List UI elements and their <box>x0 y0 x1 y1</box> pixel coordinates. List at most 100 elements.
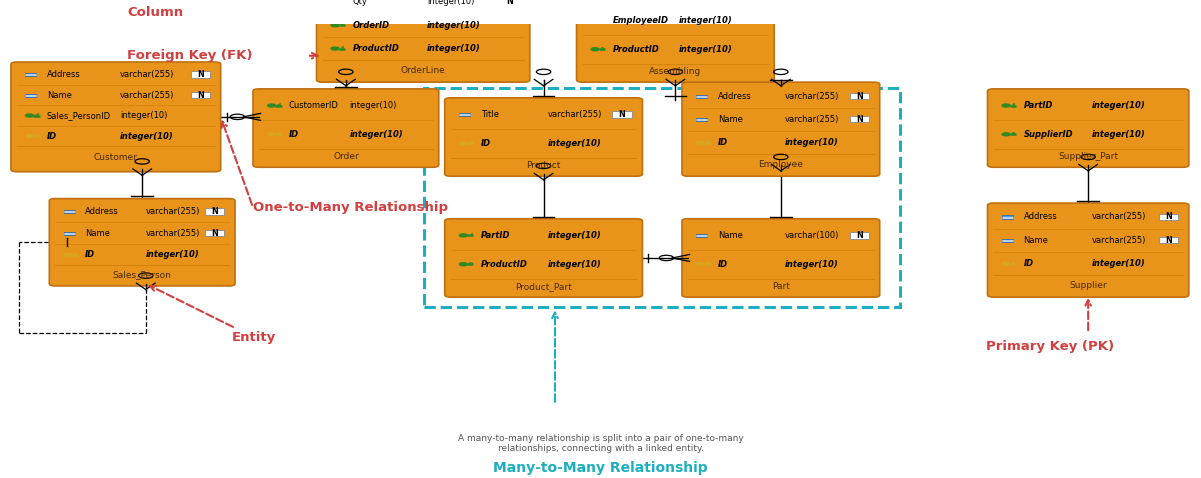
Text: integer(10): integer(10) <box>1092 130 1146 139</box>
Text: integer(10): integer(10) <box>428 0 474 7</box>
Text: Column: Column <box>127 6 184 19</box>
Circle shape <box>697 141 705 144</box>
Circle shape <box>459 234 467 237</box>
Bar <box>459 113 470 116</box>
Text: ProductID: ProductID <box>352 44 400 53</box>
Text: Product: Product <box>526 162 561 170</box>
Bar <box>424 87 900 307</box>
Text: varchar(255): varchar(255) <box>1092 236 1146 245</box>
Text: Customer: Customer <box>94 153 138 163</box>
Text: integer(10): integer(10) <box>679 16 733 25</box>
Text: ProductID: ProductID <box>613 45 659 54</box>
Circle shape <box>1002 262 1010 265</box>
Bar <box>1159 214 1178 220</box>
Text: varchar(255): varchar(255) <box>120 90 174 99</box>
Circle shape <box>459 263 467 266</box>
Text: N: N <box>211 207 219 216</box>
Text: Address: Address <box>85 207 119 216</box>
Bar <box>697 118 707 121</box>
Text: varchar(255): varchar(255) <box>145 207 201 216</box>
Bar <box>25 73 36 76</box>
Text: integer(10): integer(10) <box>784 138 838 147</box>
Text: integer(10): integer(10) <box>679 45 733 54</box>
Text: N: N <box>197 70 204 79</box>
Text: Foreign Key (FK): Foreign Key (FK) <box>127 49 252 62</box>
Text: N: N <box>856 115 862 124</box>
Text: Title: Title <box>480 110 498 119</box>
Text: varchar(255): varchar(255) <box>145 228 201 238</box>
Bar <box>1002 216 1012 218</box>
FancyBboxPatch shape <box>49 198 235 286</box>
Text: SupplierID: SupplierID <box>1023 130 1074 139</box>
Text: Part: Part <box>772 282 790 291</box>
Text: integer(10): integer(10) <box>349 130 404 139</box>
Text: Name: Name <box>1023 236 1048 245</box>
Text: integer(10): integer(10) <box>349 101 396 110</box>
Text: PartID: PartID <box>480 231 510 240</box>
Text: One-to-Many Relationship: One-to-Many Relationship <box>253 201 448 214</box>
Bar <box>697 95 707 98</box>
Text: ID: ID <box>718 138 728 147</box>
Text: A many-to-many relationship is split into a pair of one-to-many
relationships, c: A many-to-many relationship is split int… <box>458 434 743 453</box>
Text: Sales_PersonID: Sales_PersonID <box>47 111 110 120</box>
Text: N: N <box>619 110 626 119</box>
Circle shape <box>331 47 339 50</box>
Circle shape <box>25 114 34 117</box>
Text: Employee: Employee <box>758 160 803 169</box>
Text: ID: ID <box>1023 259 1034 268</box>
Bar <box>205 230 225 236</box>
Text: N: N <box>856 91 862 100</box>
Text: CustomerID: CustomerID <box>289 101 339 110</box>
FancyBboxPatch shape <box>11 62 221 172</box>
Text: varchar(255): varchar(255) <box>1092 212 1146 221</box>
Text: ID: ID <box>289 130 299 139</box>
Text: ID: ID <box>718 260 728 269</box>
Circle shape <box>591 48 599 51</box>
FancyBboxPatch shape <box>253 89 438 167</box>
Text: Name: Name <box>718 231 742 240</box>
Text: Sales_Person: Sales_Person <box>113 270 172 279</box>
Text: integer(10): integer(10) <box>1092 101 1146 110</box>
FancyBboxPatch shape <box>682 219 879 297</box>
Text: integer(10): integer(10) <box>1092 259 1146 268</box>
Text: ID: ID <box>47 131 56 141</box>
Bar <box>191 92 210 98</box>
Text: integer(10): integer(10) <box>120 131 173 141</box>
Text: Address: Address <box>718 91 752 100</box>
Bar <box>850 232 868 239</box>
FancyBboxPatch shape <box>444 98 643 176</box>
Text: integer(10): integer(10) <box>120 111 167 120</box>
Bar <box>205 208 225 215</box>
Text: varchar(100): varchar(100) <box>784 231 839 240</box>
Text: Name: Name <box>85 228 110 238</box>
Bar <box>331 0 342 4</box>
Bar <box>1159 237 1178 243</box>
Circle shape <box>1002 104 1010 107</box>
Text: PartID: PartID <box>1023 101 1053 110</box>
Text: Qty: Qty <box>352 0 368 7</box>
Bar <box>191 71 210 77</box>
Text: varchar(255): varchar(255) <box>120 70 174 79</box>
Text: integer(10): integer(10) <box>428 21 480 30</box>
Text: varchar(255): varchar(255) <box>784 115 839 124</box>
Text: varchar(255): varchar(255) <box>548 110 602 119</box>
Text: ProductID: ProductID <box>480 260 527 269</box>
Bar <box>500 0 519 5</box>
FancyBboxPatch shape <box>317 0 530 82</box>
Bar <box>64 232 74 235</box>
FancyBboxPatch shape <box>444 219 643 297</box>
Text: N: N <box>856 231 862 240</box>
Text: integer(10): integer(10) <box>784 260 838 269</box>
Circle shape <box>331 24 339 27</box>
Text: varchar(255): varchar(255) <box>784 91 839 100</box>
Circle shape <box>64 253 72 256</box>
Text: N: N <box>506 0 513 7</box>
Circle shape <box>268 104 275 107</box>
Text: N: N <box>197 90 204 99</box>
Text: Name: Name <box>718 115 742 124</box>
Circle shape <box>268 133 275 136</box>
Text: EmployeeID: EmployeeID <box>613 16 669 25</box>
Text: Address: Address <box>1023 212 1057 221</box>
Text: integer(10): integer(10) <box>548 260 600 269</box>
Circle shape <box>1002 133 1010 136</box>
